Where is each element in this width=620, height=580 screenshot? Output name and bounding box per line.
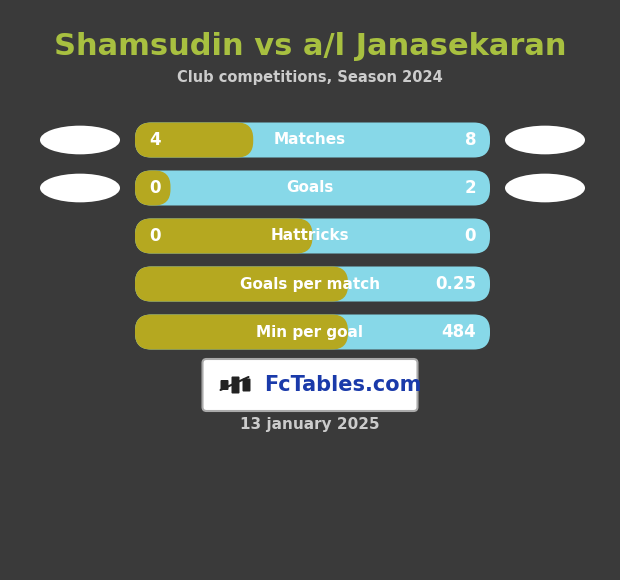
Text: 4: 4 <box>149 131 161 149</box>
Ellipse shape <box>505 126 585 154</box>
FancyBboxPatch shape <box>135 171 170 205</box>
Text: 2: 2 <box>464 179 476 197</box>
FancyBboxPatch shape <box>135 219 312 253</box>
Text: 0: 0 <box>149 179 161 197</box>
Text: Goals per match: Goals per match <box>240 277 380 292</box>
FancyBboxPatch shape <box>221 380 229 390</box>
Text: Matches: Matches <box>274 132 346 147</box>
FancyBboxPatch shape <box>135 314 490 350</box>
Ellipse shape <box>505 173 585 202</box>
Text: Shamsudin vs a/l Janasekaran: Shamsudin vs a/l Janasekaran <box>54 32 566 61</box>
Text: 8: 8 <box>464 131 476 149</box>
FancyBboxPatch shape <box>231 376 239 393</box>
Ellipse shape <box>40 173 120 202</box>
FancyBboxPatch shape <box>135 266 348 302</box>
Text: Min per goal: Min per goal <box>257 324 363 339</box>
Text: FcTables.com: FcTables.com <box>265 375 422 395</box>
Text: Goals: Goals <box>286 180 334 195</box>
Text: 0: 0 <box>464 227 476 245</box>
Text: Club competitions, Season 2024: Club competitions, Season 2024 <box>177 70 443 85</box>
FancyBboxPatch shape <box>135 314 348 350</box>
Text: 484: 484 <box>441 323 476 341</box>
Ellipse shape <box>40 126 120 154</box>
FancyBboxPatch shape <box>203 359 417 411</box>
Text: 0: 0 <box>149 227 161 245</box>
FancyBboxPatch shape <box>135 171 490 205</box>
FancyBboxPatch shape <box>242 379 250 392</box>
Text: 0.25: 0.25 <box>435 275 476 293</box>
FancyBboxPatch shape <box>135 122 490 158</box>
FancyBboxPatch shape <box>135 266 490 302</box>
FancyBboxPatch shape <box>135 122 253 158</box>
FancyBboxPatch shape <box>135 219 490 253</box>
Text: Hattricks: Hattricks <box>271 229 349 244</box>
Text: 13 january 2025: 13 january 2025 <box>240 418 380 433</box>
